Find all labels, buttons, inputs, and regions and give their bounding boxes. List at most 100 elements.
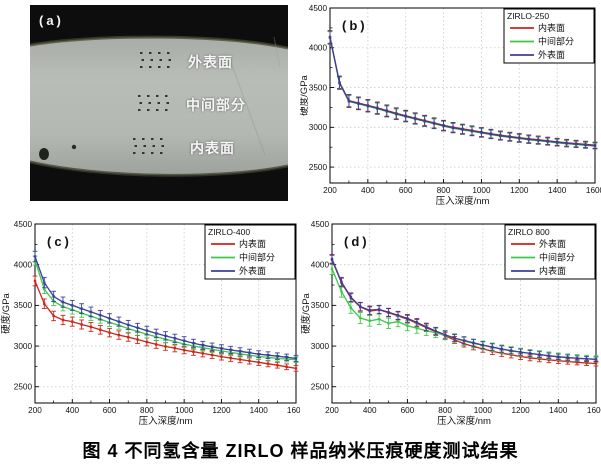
data-marker — [396, 314, 400, 317]
x-tick-label: 400 — [363, 406, 377, 415]
data-marker — [509, 349, 513, 352]
x-tick-label: 1000 — [175, 406, 194, 415]
data-marker — [585, 361, 588, 365]
data-marker — [145, 340, 149, 344]
tube-wall-top-edge — [30, 35, 288, 50]
annotation-outer-surface: 外表面 — [188, 54, 233, 70]
legend-box — [503, 8, 595, 64]
legend-entry-label: 中间部分 — [539, 252, 575, 263]
data-marker — [108, 317, 111, 320]
tube-wall-band — [30, 37, 288, 176]
chart-zirlo-250: 200 400 600 800 1000 1200 1400 1600 2500 3000 3500… — [300, 0, 601, 215]
y-tick-label: 4000 — [311, 260, 330, 269]
data-marker — [43, 287, 46, 291]
data-marker — [257, 352, 260, 356]
data-marker — [538, 353, 541, 356]
data-marker — [117, 333, 121, 337]
data-marker — [584, 143, 587, 147]
x-tick-label: 600 — [399, 186, 413, 195]
data-marker — [173, 346, 177, 350]
data-marker — [154, 343, 158, 346]
y-tick-label: 2500 — [309, 163, 328, 172]
indent-dot — [165, 95, 168, 97]
legend-entry-label: 外表面 — [538, 49, 565, 60]
x-tick-label: 1600 — [587, 406, 601, 415]
legend-title: ZIRLO-400 — [208, 227, 250, 237]
legend-entry-label: 外表面 — [239, 265, 266, 276]
annotation-middle-part: 中间部分 — [186, 97, 246, 113]
indent-dot — [140, 66, 143, 68]
x-tick-label: 200 — [325, 406, 339, 415]
data-marker — [499, 134, 502, 137]
data-marker — [480, 131, 483, 134]
data-marker — [557, 359, 560, 362]
data-marker — [238, 358, 242, 361]
indent-dot — [157, 102, 160, 104]
data-marker — [154, 332, 158, 335]
data-marker — [285, 356, 288, 359]
scratch-line-2 — [273, 36, 281, 68]
data-marker — [594, 358, 598, 361]
data-marker — [472, 341, 475, 344]
indent-dot — [158, 66, 161, 68]
data-marker — [387, 322, 390, 325]
x-tick-label: 800 — [140, 406, 154, 415]
y-tick-label: 3500 — [311, 301, 330, 310]
data-marker — [294, 367, 298, 370]
data-marker — [593, 144, 597, 147]
data-marker — [248, 359, 251, 363]
data-marker — [164, 345, 167, 348]
indent-dot — [134, 145, 137, 147]
y-tick-label: 2500 — [14, 383, 33, 392]
dark-inclusion — [39, 148, 49, 160]
y-axis-title: 硬度/GPa — [300, 292, 312, 333]
legend-box — [204, 224, 296, 280]
data-marker — [366, 104, 370, 108]
indent-dot — [142, 152, 145, 154]
data-marker — [52, 295, 55, 298]
data-marker — [276, 354, 279, 358]
data-marker — [566, 360, 569, 363]
data-marker — [537, 139, 540, 142]
data-marker — [377, 308, 381, 311]
data-marker — [201, 344, 204, 347]
data-marker — [359, 305, 362, 308]
data-marker — [173, 337, 177, 340]
x-axis-title: 压入深度/nm — [436, 195, 490, 207]
data-marker — [99, 313, 102, 317]
x-tick-label: 600 — [103, 406, 117, 415]
data-marker — [415, 321, 419, 324]
data-marker — [340, 280, 343, 283]
data-marker — [404, 114, 407, 118]
indent-dot — [133, 152, 136, 154]
indent-dot — [158, 52, 161, 54]
small-inclusion — [71, 144, 77, 150]
indent-dot — [139, 102, 142, 104]
indent-dot — [142, 138, 145, 140]
data-marker — [434, 329, 437, 333]
indent-dot — [149, 66, 152, 68]
data-marker — [491, 345, 494, 349]
panel-label: (c) — [47, 234, 72, 249]
legend-entry-label: 外表面 — [539, 238, 566, 249]
indent-dot — [149, 52, 152, 54]
indentation-marks — [133, 52, 171, 154]
data-marker — [238, 350, 242, 353]
indent-dot — [152, 145, 155, 147]
y-tick-label: 4000 — [309, 44, 328, 53]
data-marker — [470, 129, 474, 133]
data-marker — [432, 122, 436, 125]
data-marker — [385, 109, 388, 113]
panel-a-label: (a) — [39, 13, 64, 28]
indent-dot — [133, 138, 136, 140]
indent-dot — [138, 109, 141, 111]
data-marker — [127, 335, 130, 339]
data-marker — [338, 81, 341, 84]
data-marker — [585, 357, 588, 361]
data-marker — [182, 348, 186, 352]
data-marker — [508, 135, 512, 139]
panel-label: (d) — [344, 234, 370, 249]
data-marker — [425, 325, 428, 329]
data-marker — [330, 267, 334, 270]
indent-dot — [147, 95, 150, 97]
